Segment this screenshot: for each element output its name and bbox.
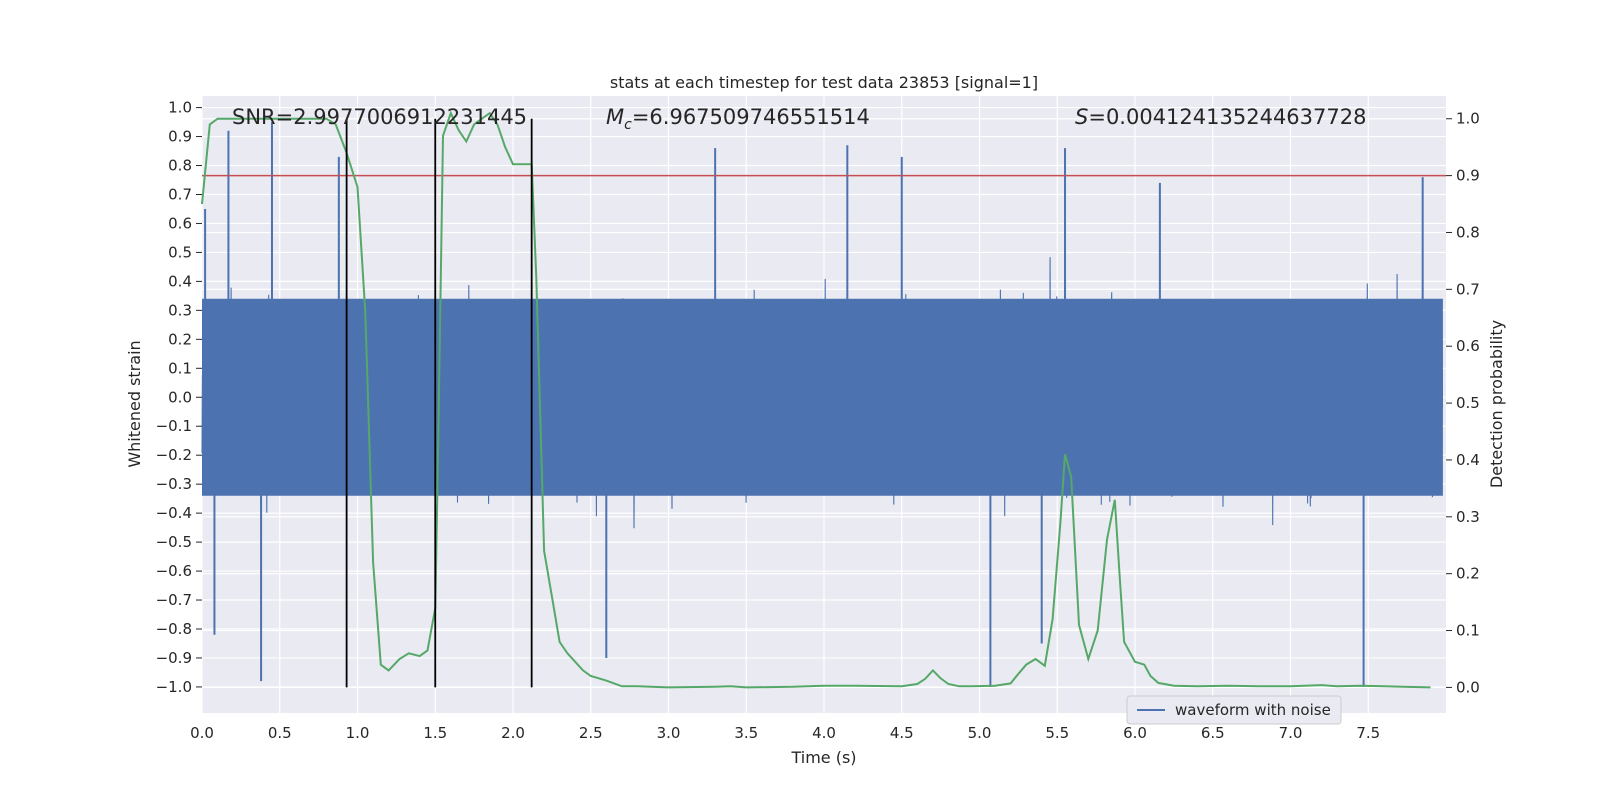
x-tick-label: 0.5: [268, 724, 292, 742]
probability-line: [201, 110, 1431, 689]
legend-box: [1126, 695, 1342, 725]
y-right-tick-label: 0.5: [1456, 394, 1480, 412]
x-tick-label: 6.5: [1201, 724, 1225, 742]
y-left-tick-label: 0.8: [168, 157, 192, 175]
s-statistic-annotation: S=0.004124135244637728: [1075, 105, 1366, 129]
y-left-tick-label: 1.0: [168, 99, 192, 117]
x-tick-label: 7.0: [1279, 724, 1303, 742]
right-y-axis-ticks: 1.0 0.9 0.8 0.7 0.6 0.5 0.4 0.3 0.2 0.1 0.0: [1446, 110, 1480, 696]
probability-series: [201, 110, 1431, 689]
y-left-tick-label: 0.1: [168, 359, 192, 377]
x-tick-label: 0.0: [190, 724, 214, 742]
y-right-tick-label: 0.7: [1456, 280, 1480, 298]
y-left-tick-label: 0.2: [168, 330, 192, 348]
waveform-dense-band: [202, 298, 1443, 496]
chart-title: stats at each timestep for test data 238…: [610, 73, 1038, 92]
x-tick-label: 4.5: [890, 724, 914, 742]
y-right-tick-label: 1.0: [1456, 110, 1480, 128]
y-right-tick-label: 0.1: [1456, 622, 1480, 640]
x-tick-label: 3.5: [734, 724, 758, 742]
y-right-tick-label: 0.6: [1456, 337, 1480, 355]
x-axis-ticks: 0.0 0.5 1.0 1.5 2.0 2.5 3.0 3.5 4.0 4.5 5.0 5.5 6.0 6…: [190, 724, 1380, 742]
chirp-mass-annotation: Mc=6.967509746551514: [606, 105, 870, 133]
x-tick-label: 1.5: [423, 724, 447, 742]
x-tick-label: 2.0: [501, 724, 525, 742]
y-axis-label-left: Whitened strain: [125, 340, 144, 467]
y-left-tick-label: 0.4: [168, 272, 192, 290]
s-statistic-value: =0.004124135244637728: [1088, 105, 1366, 129]
y-left-tick-label: −0.3: [156, 475, 192, 493]
y-axis-label-right: Detection probability: [1487, 320, 1506, 488]
y-left-tick-label: −0.6: [156, 562, 192, 580]
y-right-tick-label: 0.0: [1456, 678, 1480, 696]
x-tick-label: 1.0: [346, 724, 370, 742]
y-left-tick-label: 0.9: [168, 128, 192, 146]
y-right-tick-label: 0.8: [1456, 223, 1480, 241]
x-tick-label: 4.0: [812, 724, 836, 742]
y-left-tick-label: −0.5: [156, 533, 192, 551]
x-tick-label: 5.0: [968, 724, 992, 742]
y-left-tick-label: −0.4: [156, 504, 192, 522]
y-left-tick-label: 0.7: [168, 185, 192, 203]
vertical-markers: [345, 118, 533, 688]
legend-label: waveform with noise: [1175, 701, 1331, 719]
x-tick-label: 2.5: [579, 724, 603, 742]
y-left-tick-label: −0.9: [156, 649, 192, 667]
chirp-mass-value: =6.967509746551514: [632, 105, 870, 129]
x-tick-label: 3.0: [657, 724, 681, 742]
y-left-tick-label: 0.5: [168, 243, 192, 261]
waveform-series: [201, 122, 1444, 687]
y-left-tick-label: 0.0: [168, 388, 192, 406]
y-left-tick-label: −0.1: [156, 417, 192, 435]
left-y-axis-ticks: 1.0 0.9 0.8 0.7 0.6 0.5 0.4 0.3 0.2 0.1 0.0 −0.1 −0.…: [156, 99, 202, 696]
y-right-tick-label: 0.3: [1456, 508, 1480, 526]
y-right-tick-label: 0.2: [1456, 565, 1480, 583]
x-tick-label: 5.5: [1045, 724, 1069, 742]
y-left-tick-label: 0.3: [168, 301, 192, 319]
snr-annotation: SNR=2.9977006912231445: [232, 105, 527, 129]
y-right-tick-label: 0.4: [1456, 451, 1480, 469]
y-left-tick-label: 0.6: [168, 214, 192, 232]
y-left-tick-label: −0.2: [156, 446, 192, 464]
x-tick-label: 7.5: [1356, 724, 1380, 742]
legend: waveform with noise: [1126, 695, 1342, 725]
x-axis-label: Time (s): [790, 748, 856, 767]
y-left-tick-label: −1.0: [156, 678, 192, 696]
x-tick-label: 6.0: [1123, 724, 1147, 742]
y-left-tick-label: −0.8: [156, 620, 192, 638]
y-left-tick-label: −0.7: [156, 591, 192, 609]
y-right-tick-label: 0.9: [1456, 167, 1480, 185]
